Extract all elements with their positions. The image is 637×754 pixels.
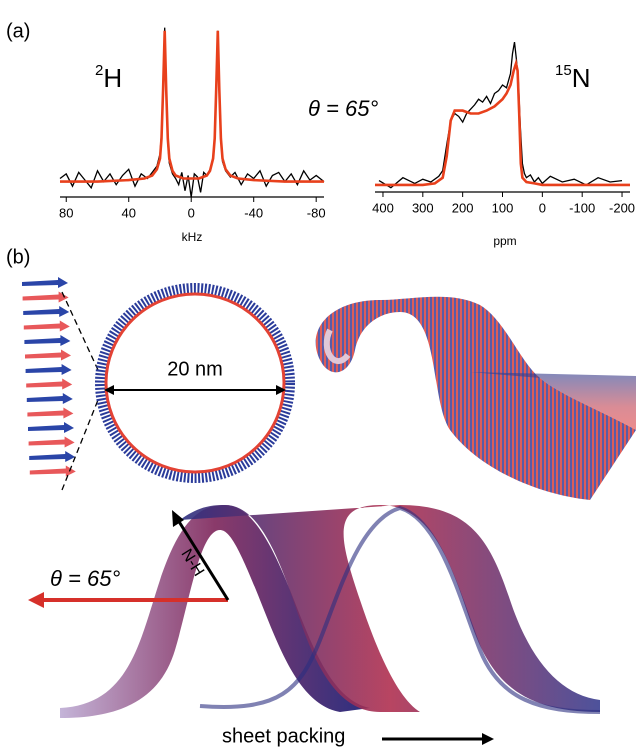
x-tick-label: 0 <box>188 205 195 220</box>
nucleus-mass: 15 <box>555 62 572 79</box>
strip-illustration <box>22 277 99 491</box>
x-tick-label: -200 <box>609 200 635 215</box>
panel-label: (b) <box>6 246 30 268</box>
strand-arrow <box>25 349 71 361</box>
x-tick-label: -40 <box>244 205 263 220</box>
x-tick-label: 40 <box>121 205 135 220</box>
strand-arrow <box>28 436 75 448</box>
strand-arrow <box>27 407 74 419</box>
x-axis-label: ppm <box>493 234 516 248</box>
strand-arrow <box>23 320 70 332</box>
x-tick-label: 80 <box>59 205 73 220</box>
x-tick-label: 300 <box>412 200 434 215</box>
strand-arrow <box>24 335 71 346</box>
nucleus-label: 2H <box>95 62 122 93</box>
strand-arrow <box>29 465 76 477</box>
spectrum-line <box>378 41 623 189</box>
x-tick-label: 0 <box>539 200 546 215</box>
strand-arrow <box>28 422 74 433</box>
strand-arrow <box>29 451 76 462</box>
packing-label: sheet packing <box>222 725 345 747</box>
x-tick-label: -100 <box>569 200 595 215</box>
nucleus-mass: 2 <box>95 62 103 79</box>
nucleus-symbol: H <box>103 63 122 93</box>
theta-label: θ = 65° <box>50 566 120 591</box>
spectrum-line <box>59 27 325 198</box>
helix-illustration: N-H θ = 65° sheet packing <box>28 505 601 747</box>
ring-illustration: 20 nm <box>95 283 295 483</box>
nucleus-symbol: N <box>572 63 591 93</box>
strand-arrow <box>22 291 69 303</box>
strand-arrow <box>26 378 73 390</box>
strand-arrow <box>25 364 72 375</box>
x-tick-label: 200 <box>452 200 474 215</box>
strand-arrow <box>26 393 73 404</box>
spectrum-line <box>375 58 630 187</box>
x-tick-label: 400 <box>372 200 394 215</box>
x-tick-label: 100 <box>492 200 514 215</box>
panel-label: (a) <box>6 20 30 42</box>
x-tick-label: -80 <box>307 205 326 220</box>
spectrum-line <box>60 30 324 183</box>
x-axis-label: kHz <box>182 230 203 244</box>
strand-arrow <box>22 277 68 288</box>
spiral-illustration <box>315 296 636 500</box>
diameter-label: 20 nm <box>167 358 223 380</box>
strand-arrow <box>23 306 70 317</box>
theta-label: θ = 65° <box>308 96 378 121</box>
nucleus-label: 15N <box>555 62 590 93</box>
